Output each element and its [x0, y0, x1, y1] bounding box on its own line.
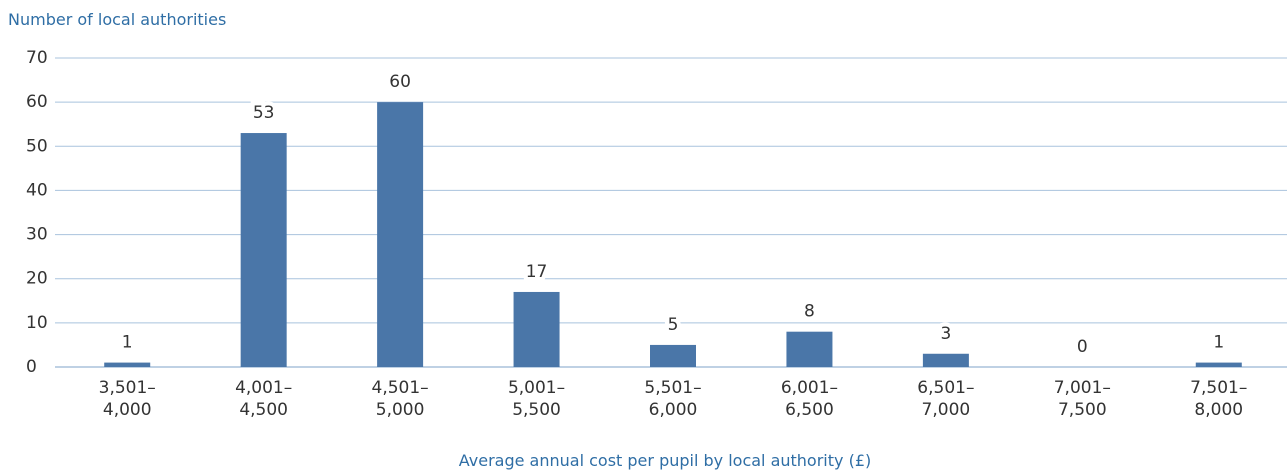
- value-label: 53: [253, 103, 275, 123]
- y-tick-label: 10: [26, 313, 48, 333]
- y-tick-label: 40: [26, 180, 48, 200]
- value-label: 0: [1077, 337, 1088, 357]
- x-tick-label: 4,501– 5,000: [371, 378, 429, 420]
- x-tick-label: 7,001– 7,500: [1053, 378, 1111, 420]
- x-tick-label: 7,501– 8,000: [1190, 378, 1248, 420]
- y-tick-label: 0: [26, 357, 37, 377]
- value-label: 8: [804, 302, 815, 322]
- x-tick-label: 4,001– 4,500: [235, 378, 293, 420]
- bar: [1195, 362, 1242, 367]
- x-tick-label: 5,001– 5,500: [507, 378, 566, 420]
- x-tick-label: 3,501– 4,000: [98, 378, 156, 420]
- bar: [104, 362, 151, 367]
- bar: [786, 331, 833, 367]
- bar: [650, 344, 696, 367]
- value-label: 1: [122, 333, 133, 353]
- bar: [513, 291, 560, 367]
- value-label: 17: [526, 262, 548, 282]
- value-label: 5: [668, 315, 679, 335]
- y-tick-label: 60: [26, 92, 48, 112]
- value-label: 60: [389, 72, 411, 92]
- y-tick-label: 20: [26, 269, 48, 289]
- value-label: 1: [1213, 333, 1224, 353]
- bar: [377, 102, 424, 368]
- x-tick-label: 6,501– 7,000: [917, 378, 975, 420]
- x-tick-label: 6,001– 6,500: [780, 378, 839, 420]
- y-tick-label: 30: [26, 225, 48, 245]
- y-tick-label: 50: [26, 136, 48, 156]
- value-label: 3: [940, 324, 951, 344]
- y-tick-label: 70: [26, 48, 48, 68]
- bar: [240, 133, 287, 367]
- x-axis-title: Average annual cost per pupil by local a…: [458, 451, 872, 470]
- bar: [922, 353, 969, 367]
- x-tick-label: 5,501– 6,000: [644, 378, 702, 420]
- y-axis-title: Number of local authorities: [8, 10, 227, 29]
